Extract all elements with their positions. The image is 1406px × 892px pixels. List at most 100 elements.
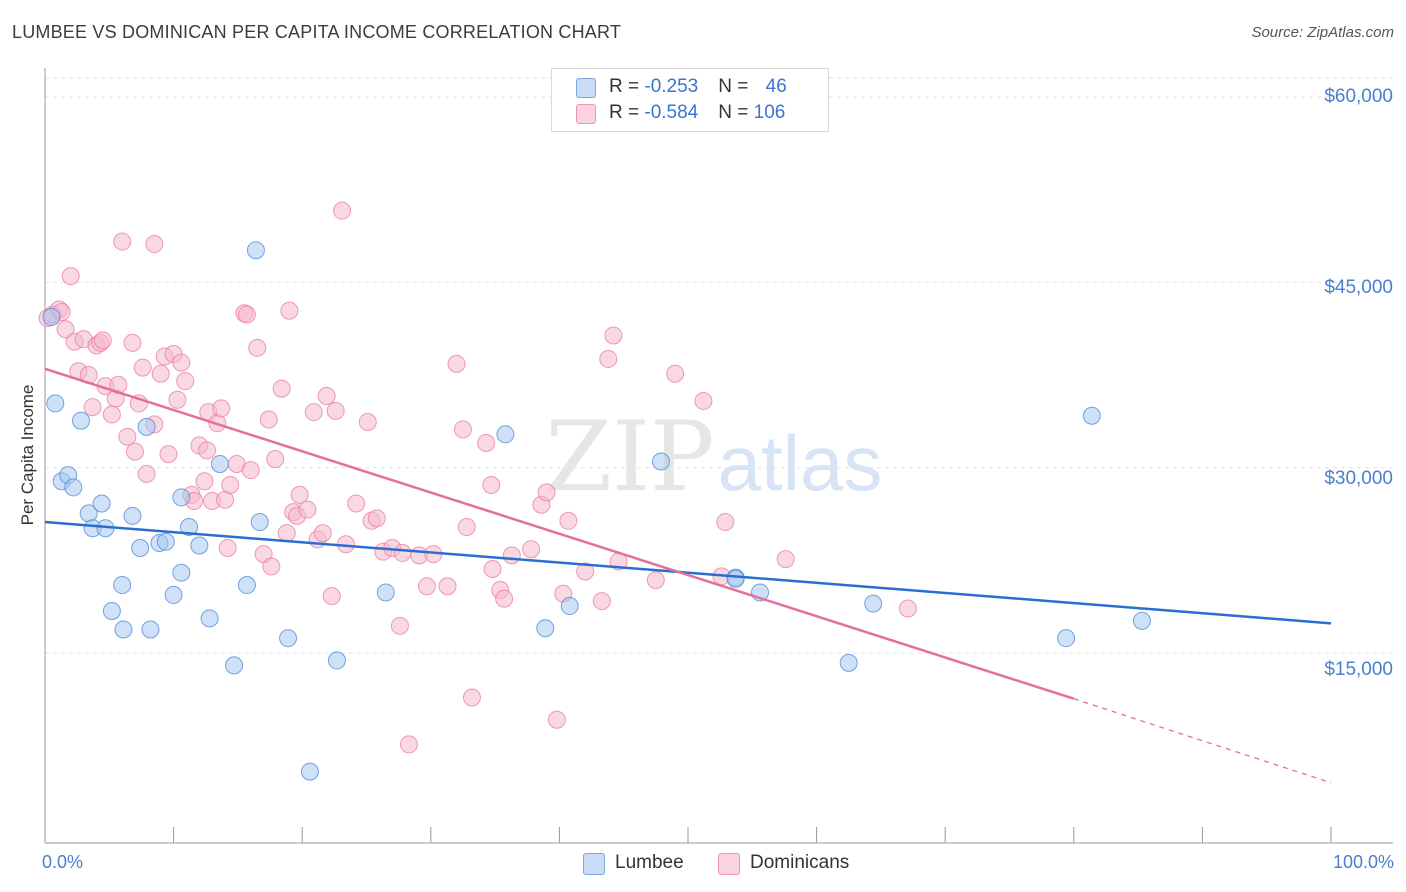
data-point — [502, 546, 521, 565]
data-point — [246, 241, 265, 260]
data-point — [123, 506, 142, 525]
legend-swatch-dominicans — [576, 104, 596, 124]
data-point — [42, 307, 61, 326]
gridlines — [45, 77, 1393, 654]
n-label: N = — [718, 102, 754, 123]
data-point — [164, 585, 183, 604]
data-point — [156, 532, 175, 551]
trend-lines — [44, 367, 1332, 784]
chart-title: LUMBEE VS DOMINICAN PER CAPITA INCOME CO… — [12, 22, 622, 42]
r-value: -0.584 — [644, 102, 699, 123]
n-label: N = — [718, 76, 754, 97]
data-point — [172, 353, 191, 372]
data-point — [646, 571, 665, 590]
data-point — [393, 543, 412, 562]
data-point — [118, 427, 137, 446]
data-point — [537, 483, 556, 502]
data-point — [113, 576, 132, 595]
data-point — [604, 326, 623, 345]
x-tick-label-min: 0.0% — [42, 852, 84, 872]
bottom-legend-swatch-dominicans — [718, 853, 740, 875]
data-point — [317, 387, 336, 406]
legend-swatch-lumbee — [576, 78, 596, 98]
data-point — [133, 358, 152, 377]
data-point — [280, 301, 299, 320]
correlation-legend: R = -0.253 N = 46 R = -0.584 N = 106 — [551, 68, 829, 132]
data-point — [218, 538, 237, 557]
data-point — [113, 232, 132, 251]
data-point — [159, 445, 178, 464]
data-point — [225, 656, 244, 675]
data-point — [83, 398, 102, 417]
data-point — [322, 587, 341, 606]
data-point — [137, 417, 156, 436]
data-point — [172, 488, 191, 507]
data-point — [536, 619, 555, 638]
data-point — [483, 559, 502, 578]
data-point — [495, 589, 514, 608]
watermark-atlas: atlas — [718, 419, 883, 507]
data-point — [266, 450, 285, 469]
lumbee-points — [42, 241, 1151, 781]
data-point — [102, 405, 121, 424]
data-point — [172, 563, 191, 582]
chart-source: Source: ZipAtlas.com — [1251, 24, 1394, 41]
data-point — [46, 394, 65, 413]
data-point — [259, 410, 278, 429]
data-point — [477, 433, 496, 452]
r-label: R = — [609, 76, 645, 97]
trend-line-lumbee — [44, 520, 1332, 625]
data-point — [347, 494, 366, 513]
data-point — [839, 653, 858, 672]
data-point — [399, 735, 418, 754]
data-point — [559, 511, 578, 530]
data-point — [726, 569, 745, 588]
legend-text: R = -0.253 N = 46 — [609, 76, 787, 98]
data-point — [326, 401, 345, 420]
data-point — [279, 629, 298, 648]
data-point — [496, 425, 515, 444]
data-point — [457, 517, 476, 536]
data-point — [376, 583, 395, 602]
trend-line-dominicans — [44, 367, 1075, 700]
data-point — [61, 267, 80, 286]
y-tick-label: $15,000 — [1324, 659, 1393, 680]
data-point — [126, 442, 145, 461]
data-point — [358, 412, 377, 431]
data-point — [592, 592, 611, 611]
data-point — [390, 616, 409, 635]
data-point — [716, 513, 735, 532]
data-point — [141, 620, 160, 639]
x-tick-label-max: 100.0% — [1332, 852, 1394, 872]
n-value: 106 — [753, 102, 786, 123]
axes — [44, 68, 1393, 844]
data-point — [250, 513, 269, 532]
data-point — [447, 354, 466, 373]
data-point — [333, 201, 352, 220]
data-point — [1082, 406, 1101, 425]
data-point — [776, 550, 795, 569]
data-point — [438, 577, 457, 596]
data-point — [298, 500, 317, 519]
data-point — [72, 411, 91, 430]
data-point — [56, 320, 75, 339]
data-point — [482, 475, 501, 494]
data-point — [313, 524, 332, 543]
data-point — [176, 372, 195, 391]
data-point — [522, 540, 541, 559]
data-point — [666, 364, 685, 383]
data-point — [131, 538, 150, 557]
data-point — [898, 599, 917, 618]
data-point — [290, 485, 309, 504]
data-point — [277, 524, 296, 543]
data-point — [64, 478, 83, 497]
data-point — [599, 349, 618, 368]
data-point — [221, 475, 240, 494]
data-point — [576, 562, 595, 581]
data-point — [200, 609, 219, 628]
data-point — [453, 420, 472, 439]
r-label: R = — [609, 102, 645, 123]
data-point — [195, 472, 214, 491]
data-point — [1057, 629, 1076, 648]
data-point — [168, 390, 187, 409]
